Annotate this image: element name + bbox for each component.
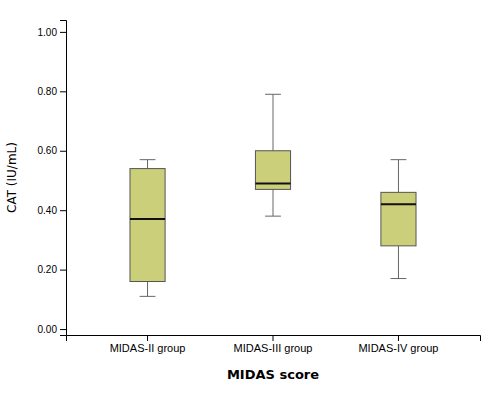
box-group [381,160,416,279]
x-tick-mark [147,335,148,341]
y-tick-mark [60,151,66,152]
y-tick: 0.60 [38,145,66,156]
plot: 0.000.200.400.600.801.00MIDAS-II groupMI… [38,21,481,354]
boxes [130,94,416,296]
y-tick: 0.00 [38,324,66,335]
y-tick-label: 0.60 [38,145,58,156]
y-axis-title: CAT (IU/mL) [5,142,19,213]
box-group [130,160,165,297]
cap-high [391,159,407,160]
whisker-high [398,160,399,193]
x-tick: MIDAS-II group [110,335,186,354]
median [255,182,290,184]
box [381,192,416,245]
box-group [255,94,290,216]
y-tick-label: 0.00 [38,324,58,335]
y-tick: 0.40 [38,205,66,216]
x-tick: MIDAS-III group [234,335,313,354]
x-tick-mark [273,335,274,341]
x-tick-mark [398,335,399,341]
y-tick: 0.80 [38,86,66,97]
x-axis: MIDAS-II group MIDAS-III group MIDAS-IV gr… [67,335,481,354]
y-tick: 0.20 [38,264,66,275]
median [381,203,416,205]
box [130,169,165,282]
y-tick-mark [60,210,66,211]
x-tick-label: MIDAS-II group [110,342,186,354]
cap-low [391,278,407,279]
y-tick-mark [60,91,66,92]
whisker-low [147,282,148,297]
cap-high [265,94,281,95]
whisker-high [273,94,274,150]
cap-low [140,296,156,297]
chart: 0.000.200.400.600.801.00MIDAS-II groupMI… [0,0,500,393]
y-axis: 0.00 0.20 0.40 0.60 0.80 1.00 [38,21,67,336]
y-axis-line [60,21,67,336]
y-tick-label: 0.40 [38,205,58,216]
cap-high [140,159,156,160]
y-tick-mark [60,329,66,330]
x-axis-line [67,336,481,342]
whisker-low [273,189,274,216]
y-tick-mark [60,32,66,33]
y-tick: 1.00 [38,27,66,38]
x-tick-label: MIDAS-IV group [358,342,438,354]
cap-low [265,216,281,217]
median [130,218,165,220]
x-tick: MIDAS-IV group [358,335,438,354]
y-tick-label: 0.80 [38,86,58,97]
whisker-high [147,160,148,169]
y-tick-mark [60,270,66,271]
x-tick-label: MIDAS-III group [234,342,313,354]
y-tick-label: 0.20 [38,264,58,275]
whisker-low [398,246,399,279]
box [255,151,290,190]
x-axis-title: MIDAS score [227,367,319,382]
y-tick-label: 1.00 [38,27,58,38]
